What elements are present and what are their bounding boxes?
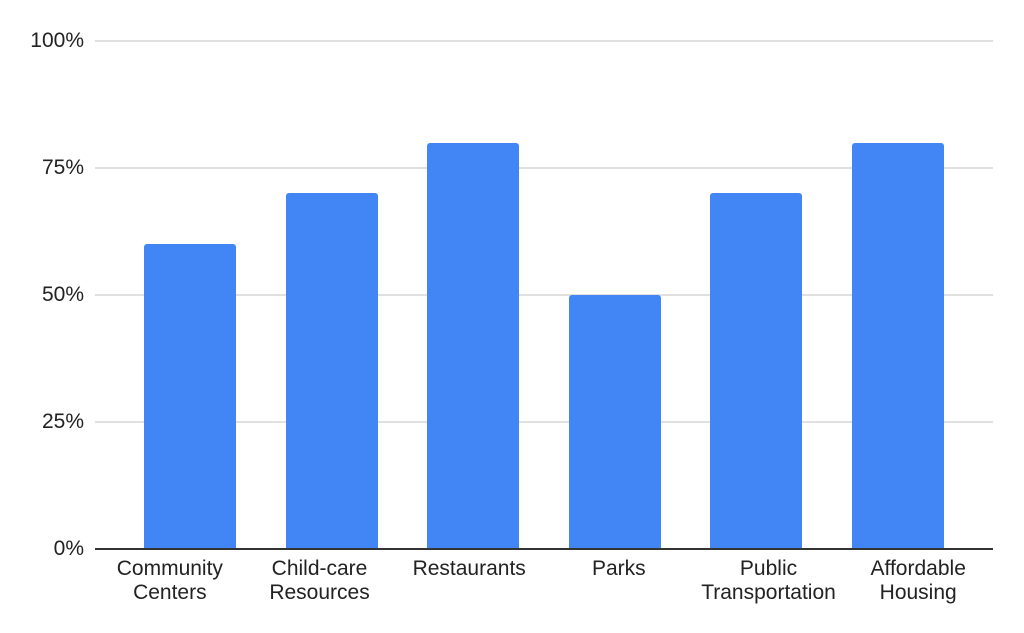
- x-label-restaurants: Restaurants: [412, 557, 526, 580]
- gridline-75: [95, 167, 993, 169]
- gridline-100: [95, 40, 993, 42]
- x-label-community-centers: Community Centers: [116, 557, 223, 604]
- bar-public-transportation: [710, 193, 803, 549]
- gridline-25: [95, 421, 993, 423]
- gridline-50: [95, 294, 993, 296]
- y-tick-label-0: 0%: [53, 537, 84, 560]
- plot-area: [95, 40, 993, 550]
- y-tick-label-50: 50%: [41, 283, 84, 306]
- bars: [95, 41, 993, 549]
- x-label-affordable-housing: Affordable Housing: [870, 557, 966, 604]
- x-label-public-transportation: Public Transportation: [701, 557, 836, 604]
- y-tick-label-25: 25%: [41, 410, 84, 433]
- x-axis-baseline: [95, 548, 993, 550]
- y-tick-label-100: 100%: [30, 29, 84, 52]
- x-label-parks: Parks: [592, 557, 646, 580]
- bar-affordable-housing: [851, 142, 944, 549]
- bar-parks: [568, 295, 661, 549]
- bar-child-care-resources: [285, 193, 378, 549]
- x-axis-labels: Community Centers Child-care Resources Res…: [95, 557, 993, 605]
- x-label-child-care-resources: Child-care Resources: [269, 557, 370, 604]
- y-tick-label-75: 75%: [41, 156, 84, 179]
- bar-restaurants: [427, 142, 520, 549]
- bar-community-centers: [144, 244, 237, 549]
